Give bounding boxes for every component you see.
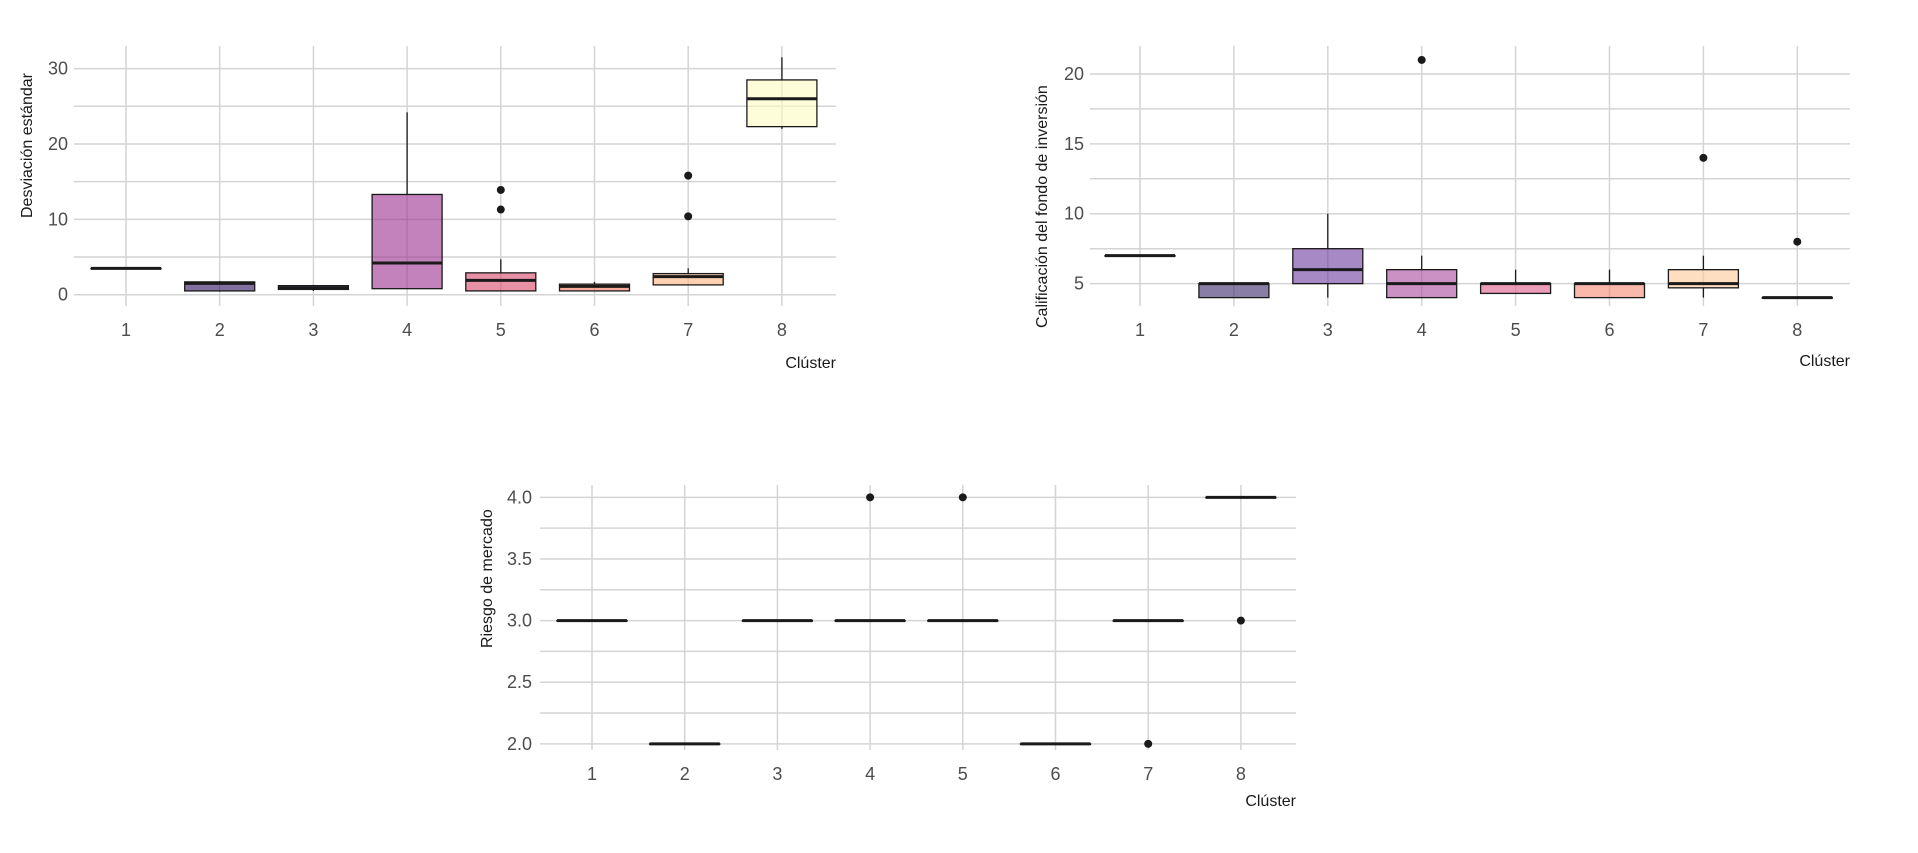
x-tick-label: 5 (496, 320, 506, 340)
y-tick-label: 5 (1074, 274, 1084, 294)
y-tick-label: 10 (1064, 204, 1084, 224)
grid-lines (1090, 46, 1850, 306)
y-tick-label: 2.0 (507, 734, 532, 754)
x-axis-title: Clúster (1799, 353, 1850, 370)
x-tick-label: 8 (777, 320, 787, 340)
y-axis-title: Riesgo de mercado (479, 509, 496, 648)
box-cluster-7 (652, 171, 724, 286)
outlier-point (1417, 55, 1426, 64)
x-tick-label: 5 (1511, 320, 1521, 340)
y-axis-title: Calificación del fondo de inversión (1034, 85, 1051, 328)
boxplot-desviacion-estandar: Desviación estándar Clúster 0 10 20 30 1 2 3 4 5… (19, 46, 837, 372)
outlier-point (496, 205, 505, 214)
x-tick-label: 2 (1229, 320, 1239, 340)
y-tick-label: 3.5 (507, 549, 532, 569)
x-axis-title: Clúster (1245, 793, 1296, 810)
box-cluster-1 (1104, 254, 1176, 258)
grid-lines (540, 485, 1296, 750)
outlier-point (1699, 153, 1708, 162)
y-tick-label: 4.0 (507, 487, 532, 507)
box-cluster-4 (834, 493, 906, 623)
y-axis-title: Desviación estándar (19, 72, 36, 218)
x-tick-label: 1 (1135, 320, 1145, 340)
box-cluster-1 (90, 266, 162, 270)
box-iqr (746, 79, 818, 128)
box-cluster-6 (1019, 742, 1092, 746)
box-cluster-2 (184, 281, 256, 292)
x-tick-label: 3 (772, 764, 782, 784)
y-tick-label: 15 (1064, 134, 1084, 154)
box-cluster-1 (556, 619, 628, 623)
boxplot-riesgo-mercado: Riesgo de mercado Clúster 2.0 2.5 3.0 3.5 4.… (479, 485, 1297, 810)
y-tick-label: 3.0 (507, 611, 532, 631)
y-tick-label: 0 (58, 285, 68, 305)
box-cluster-4 (371, 112, 443, 290)
box-cluster-6 (558, 281, 631, 292)
box-cluster-8 (1761, 237, 1833, 300)
box-cluster-5 (465, 185, 537, 292)
box-iqr (371, 193, 443, 290)
x-tick-label: 2 (215, 320, 225, 340)
box-cluster-3 (1292, 213, 1364, 298)
x-tick-label: 6 (1050, 764, 1060, 784)
x-tick-label: 8 (1792, 320, 1802, 340)
x-tick-label: 4 (1417, 320, 1427, 340)
box-cluster-6 (1573, 269, 1646, 299)
outlier-point (684, 171, 693, 180)
box-cluster-7 (1112, 619, 1184, 748)
box-iqr (1292, 248, 1364, 285)
outlier-point (1793, 237, 1802, 246)
x-tick-label: 7 (1698, 320, 1708, 340)
outlier-point (684, 212, 693, 221)
box-iqr (1198, 282, 1270, 299)
box-cluster-8 (1205, 495, 1277, 625)
outlier-point (496, 185, 505, 194)
box-cluster-8 (746, 57, 818, 129)
box-cluster-3 (741, 619, 814, 623)
outlier-point (1144, 739, 1153, 748)
y-tick-label: 20 (48, 134, 68, 154)
x-tick-label: 3 (308, 320, 318, 340)
y-tick-label: 30 (48, 59, 68, 79)
box-cluster-4 (1386, 55, 1458, 299)
x-tick-label: 4 (402, 320, 412, 340)
x-tick-label: 5 (958, 764, 968, 784)
boxplot-calificacion-fondo: Calificación del fondo de inversión Clús… (1034, 46, 1851, 370)
x-axis-title: Clúster (785, 355, 836, 372)
box-cluster-3 (277, 284, 350, 291)
grid-lines (74, 46, 836, 306)
x-tick-label: 8 (1236, 764, 1246, 784)
box-cluster-2 (1198, 282, 1270, 299)
box-iqr (1573, 282, 1646, 299)
x-tick-label: 7 (683, 320, 693, 340)
box-iqr (652, 272, 724, 286)
outlier-point (1236, 616, 1245, 625)
y-tick-label: 20 (1064, 64, 1084, 84)
x-tick-label: 6 (1604, 320, 1614, 340)
y-tick-label: 10 (48, 209, 68, 229)
box-iqr (184, 281, 256, 292)
x-tick-label: 3 (1323, 320, 1333, 340)
box-cluster-2 (649, 742, 721, 746)
x-tick-label: 2 (680, 764, 690, 784)
x-tick-label: 1 (121, 320, 131, 340)
box-iqr (465, 272, 537, 292)
y-tick-label: 2.5 (507, 672, 532, 692)
x-tick-label: 1 (587, 764, 597, 784)
x-tick-label: 6 (589, 320, 599, 340)
x-tick-label: 7 (1143, 764, 1153, 784)
box-cluster-5 (1479, 269, 1552, 295)
box-cluster-5 (927, 493, 999, 623)
outlier-point (866, 493, 875, 502)
x-tick-label: 4 (865, 764, 875, 784)
box-cluster-7 (1667, 153, 1740, 298)
outlier-point (958, 493, 967, 502)
